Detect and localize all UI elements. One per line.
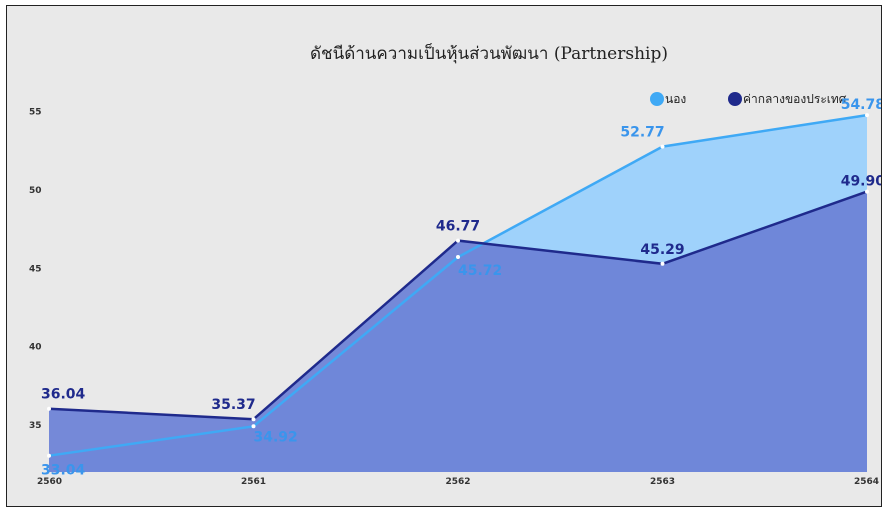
x-tick-2561: 2561 — [241, 477, 266, 487]
point-series-1-2562 — [456, 255, 460, 260]
chart-canvas: ดัชนีด้านความเป็นหุ้นส่วนพัฒนา (Partners… — [29, 42, 881, 487]
x-tick-2562: 2562 — [445, 477, 470, 487]
area-series-2 — [49, 191, 867, 472]
data-label-series-1-2562: 45.72 — [458, 263, 502, 279]
point-series-2-2561 — [251, 417, 256, 422]
y-tick-50: 50 — [29, 186, 42, 196]
data-label-series-2-2562: 46.77 — [436, 219, 480, 235]
point-series-1-2563 — [660, 144, 665, 149]
point-layer — [47, 113, 869, 458]
data-label-series-1-2563: 52.77 — [620, 125, 664, 141]
point-series-1-2560 — [47, 453, 51, 458]
point-series-2-2564 — [865, 189, 869, 194]
data-labels: 33.04 34.92 45.72 52.77 54.78 36.04 35.37 46.77… — [41, 97, 881, 479]
data-label-series-1-2560: 33.04 — [41, 463, 86, 479]
data-label-series-2-2564: 49.90 — [841, 174, 881, 190]
y-tick-40: 40 — [29, 343, 42, 353]
point-series-1-2564 — [865, 113, 869, 118]
point-series-2-2563 — [660, 261, 665, 266]
point-series-1-2561 — [251, 424, 256, 429]
x-tick-2563: 2563 — [650, 477, 675, 487]
data-label-series-1-2561: 34.92 — [254, 429, 298, 445]
data-label-series-2-2561: 35.37 — [211, 397, 255, 413]
data-label-series-1-2564: 54.78 — [841, 97, 881, 113]
y-tick-45: 45 — [29, 264, 42, 274]
area-layer — [49, 115, 867, 472]
data-label-series-2-2560: 36.04 — [41, 387, 86, 403]
point-series-2-2562 — [456, 238, 460, 243]
legend-swatch-series-2 — [728, 92, 742, 106]
x-axis-ticks: 2560 2561 2562 2563 2564 — [37, 477, 879, 487]
y-tick-55: 55 — [29, 108, 42, 118]
y-axis-ticks: 35 40 45 50 55 — [29, 108, 42, 431]
legend-swatch-series-1 — [650, 92, 664, 106]
legend-label-series-2: ค่ากลางของประเทศ — [743, 92, 847, 106]
point-series-2-2560 — [47, 406, 51, 411]
legend: นอง ค่ากลางของประเทศ — [650, 92, 847, 106]
data-label-series-2-2563: 45.29 — [640, 242, 684, 258]
x-tick-2560: 2560 — [37, 477, 62, 487]
chart-title: ดัชนีด้านความเป็นหุ้นส่วนพัฒนา (Partners… — [310, 42, 668, 64]
x-tick-2564: 2564 — [854, 477, 879, 487]
chart-frame: ดัชนีด้านความเป็นหุ้นส่วนพัฒนา (Partners… — [6, 5, 882, 507]
y-tick-35: 35 — [29, 421, 42, 431]
legend-label-series-1: นอง — [665, 92, 686, 106]
